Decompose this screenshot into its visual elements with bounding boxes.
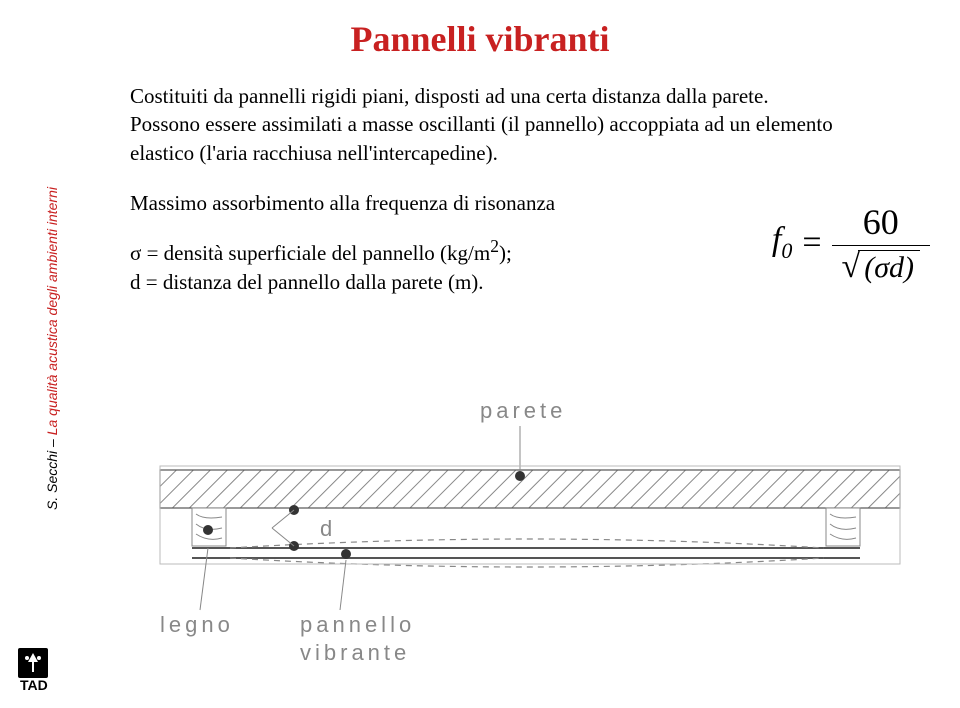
label-legno: legno <box>160 612 234 637</box>
paragraph-1: Costituiti da pannelli rigidi piani, dis… <box>130 84 769 108</box>
formula-fraction: 60 √ (σd) <box>832 201 930 285</box>
title-text: Pannelli vibranti <box>350 19 609 59</box>
resonance-formula: f0 = 60 √ (σd) <box>772 201 930 285</box>
sidebar-topic: La qualità acustica degli ambienti inter… <box>44 187 60 435</box>
sigma-tail: ); <box>499 241 512 265</box>
formula-left-col: Massimo assorbimento alla frequenza di r… <box>130 189 650 296</box>
formula-denominator: √ (σd) <box>832 245 930 285</box>
wall-rect <box>160 470 900 508</box>
paragraph-3: Massimo assorbimento alla frequenza di r… <box>130 191 555 215</box>
label-pannello: pannello <box>300 612 415 637</box>
dot-parete <box>515 471 525 481</box>
logo-text: TAD <box>20 677 48 692</box>
formula-numerator: 60 <box>847 201 915 245</box>
formula-row: Massimo assorbimento alla frequenza di r… <box>130 189 930 296</box>
sqrt-icon: √ (σd) <box>842 250 920 285</box>
tad-logo: TAD <box>18 648 90 692</box>
sidebar-author: S. Secchi – <box>44 435 60 510</box>
sidebar-credit: S. Secchi – La qualità acustica degli am… <box>44 187 60 510</box>
panel-diagram: parete d legno pannello vibrante <box>130 380 920 680</box>
label-d: d <box>320 516 336 541</box>
formula-eq: = <box>802 224 821 262</box>
label-vibrante: vibrante <box>300 640 410 665</box>
label-parete: parete <box>480 398 566 423</box>
sigma-sup: 2 <box>490 236 499 256</box>
d-line: d = distanza del pannello dalla parete (… <box>130 270 484 294</box>
wood-right <box>826 508 860 546</box>
sigma-line: σ = densità superficiale del pannello (k… <box>130 241 490 265</box>
body-text-block: Costituiti da pannelli rigidi piani, dis… <box>130 82 900 167</box>
paragraph-2: Possono essere assimilati a masse oscill… <box>130 112 833 164</box>
formula-lhs: f0 <box>772 221 792 264</box>
page-title: Pannelli vibranti <box>0 0 960 82</box>
vibration-down <box>230 558 824 567</box>
